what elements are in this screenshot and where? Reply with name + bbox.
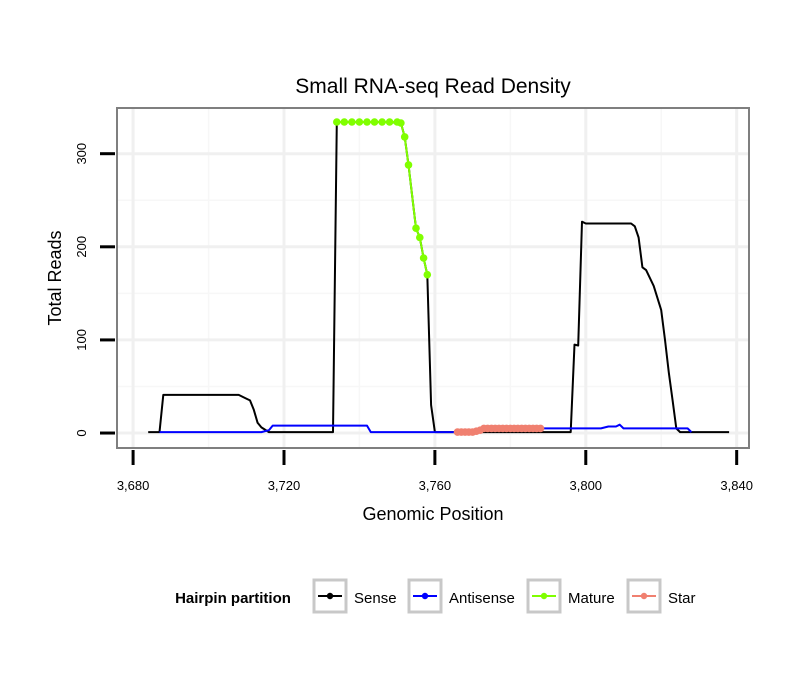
legend-label-antisense: Antisense xyxy=(449,590,515,607)
y-axis-title: Total Reads xyxy=(45,230,65,325)
legend-item-mature[interactable]: Mature xyxy=(526,578,615,614)
x-tick-label: 3,720 xyxy=(268,478,301,493)
legend: Hairpin partition Sense Antisense Mature… xyxy=(175,578,696,614)
legend-item-star[interactable]: Star xyxy=(626,578,696,614)
x-axis-title: Genomic Position xyxy=(362,504,503,524)
legend-dot-star xyxy=(640,592,648,600)
y-axis: 0 100 200 300 xyxy=(74,143,115,437)
series-layer xyxy=(148,118,730,436)
grid xyxy=(118,109,748,447)
data-point-mature xyxy=(355,118,364,126)
legend-item-antisense[interactable]: Antisense xyxy=(407,578,515,614)
legend-dot-mature xyxy=(540,592,548,600)
x-tick-label: 3,800 xyxy=(570,478,603,493)
data-point-mature xyxy=(404,161,413,169)
data-point-star xyxy=(536,424,545,433)
data-point-mature xyxy=(419,254,428,262)
legend-label-star: Star xyxy=(668,590,696,607)
data-point-mature xyxy=(333,118,341,126)
y-tick-label: 300 xyxy=(74,143,89,165)
data-point-mature xyxy=(412,224,420,232)
legend-label-sense: Sense xyxy=(354,590,397,607)
data-point-mature xyxy=(378,118,386,126)
y-tick-label: 200 xyxy=(74,236,89,258)
data-point-mature xyxy=(423,270,432,279)
x-axis: 3,680 3,720 3,760 3,800 3,840 xyxy=(117,450,753,493)
legend-title: Hairpin partition xyxy=(175,590,291,607)
data-point-mature xyxy=(340,118,349,126)
data-point-mature xyxy=(363,118,371,126)
data-point-mature xyxy=(397,119,405,127)
legend-dot-antisense xyxy=(421,592,429,600)
legend-label-mature: Mature xyxy=(568,590,615,607)
legend-item-sense[interactable]: Sense xyxy=(312,578,397,614)
data-point-mature xyxy=(348,118,356,126)
x-tick-label: 3,840 xyxy=(720,478,753,493)
plot-border xyxy=(116,107,750,449)
y-tick-label: 100 xyxy=(74,329,89,351)
data-point-mature xyxy=(416,233,424,242)
data-point-mature xyxy=(400,133,409,141)
chart-title: Small RNA-seq Read Density xyxy=(295,75,571,98)
plot-background xyxy=(118,109,748,447)
data-point-mature xyxy=(370,118,379,126)
x-tick-label: 3,680 xyxy=(117,478,150,493)
x-tick-label: 3,760 xyxy=(419,478,452,493)
data-point-mature xyxy=(385,118,394,126)
legend-dot-sense xyxy=(326,592,334,600)
y-tick-label: 0 xyxy=(74,429,89,436)
